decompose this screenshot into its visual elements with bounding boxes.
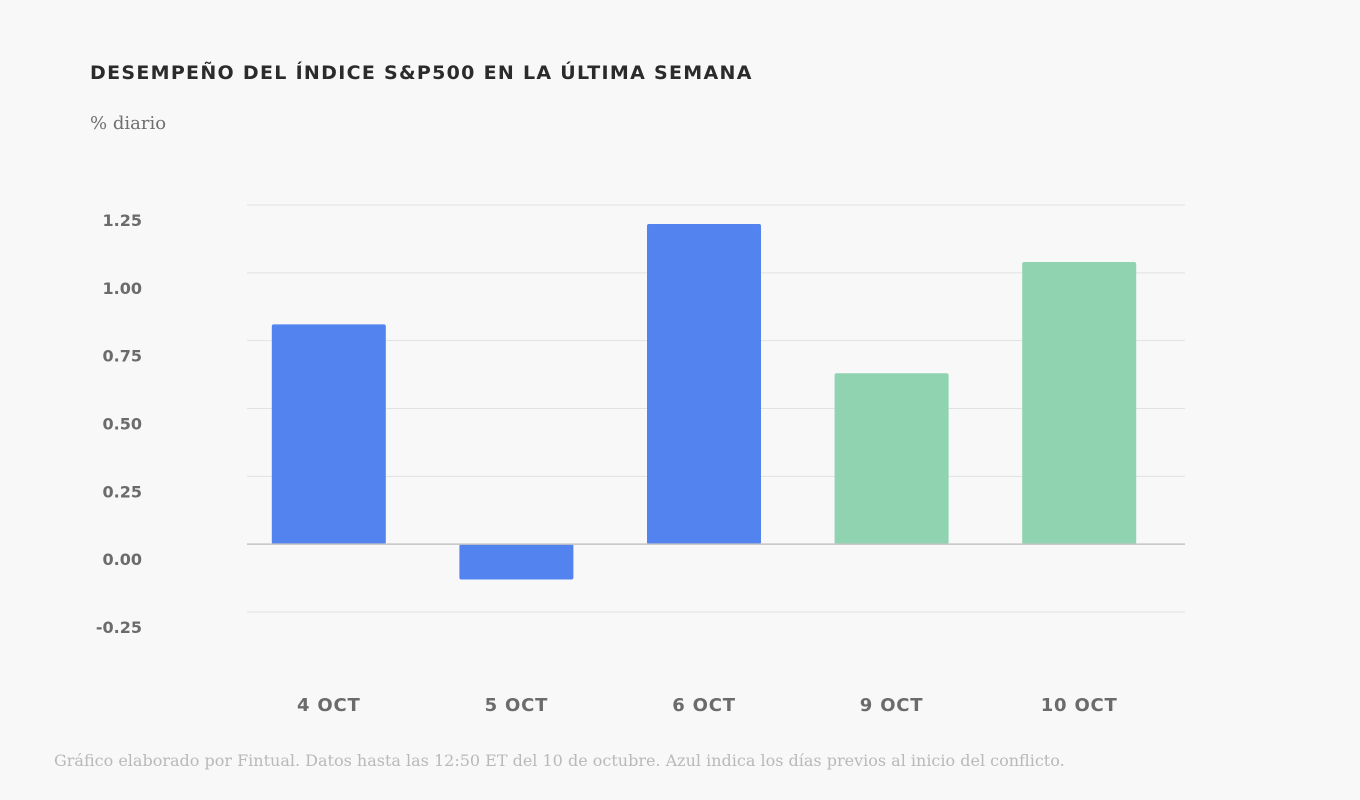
x-axis-categories: 4 OCT 5 OCT 6 OCT 9 OCT 10 OCT bbox=[297, 695, 1118, 716]
chart-title: DESEMPEÑO DEL ÍNDICE S&P500 EN LA ÚLTIMA… bbox=[90, 62, 753, 84]
bar-4-oct bbox=[271, 324, 386, 545]
x-category-label: 10 OCT bbox=[1041, 695, 1118, 716]
y-tick-label: 0.00 bbox=[103, 550, 142, 569]
bar-6-oct bbox=[647, 223, 761, 545]
y-tick-label: -0.25 bbox=[96, 618, 142, 637]
x-category-label: 6 OCT bbox=[672, 695, 736, 716]
x-category-label: 4 OCT bbox=[297, 695, 361, 716]
y-tick-label: 0.75 bbox=[103, 347, 142, 366]
y-tick-label: 0.50 bbox=[103, 415, 142, 434]
x-category-label: 9 OCT bbox=[860, 695, 924, 716]
y-tick-label: 1.00 bbox=[103, 279, 142, 298]
y-axis-unit-label: % diario bbox=[90, 113, 167, 134]
bar-10-oct bbox=[1022, 261, 1137, 545]
chart-footnote: Gráfico elaborado por Fintual. Datos has… bbox=[54, 751, 1065, 770]
y-tick-label: 1.25 bbox=[103, 211, 142, 230]
x-category-label: 5 OCT bbox=[485, 695, 549, 716]
bar-9-oct bbox=[834, 373, 949, 545]
bar-5-oct bbox=[459, 544, 574, 580]
bars bbox=[271, 223, 1137, 580]
y-axis-ticks: -0.25 0.00 0.25 0.50 0.75 1.00 1.25 bbox=[96, 211, 142, 637]
y-tick-label: 0.25 bbox=[103, 482, 142, 501]
